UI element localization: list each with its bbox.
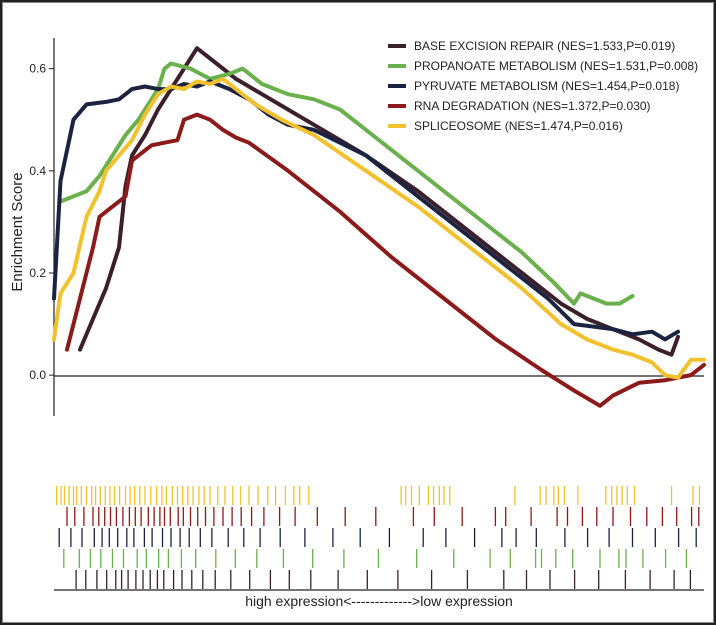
series-lines	[52, 46, 706, 408]
y-tick-label: 0.2	[29, 266, 46, 280]
y-axis-title: Enrichment Score	[9, 172, 26, 291]
axes	[53, 38, 704, 416]
legend-label: SPLICEOSOME (NES=1.474,P=0.016)	[414, 119, 623, 133]
y-ticks: 0.0 0.2 0.4 0.6	[29, 62, 54, 382]
y-tick-label: 0.4	[29, 164, 46, 178]
legend-label: PYRUVATE METABOLISM (NES=1.454,P=0.018)	[414, 79, 679, 93]
hit-marks	[55, 486, 701, 589]
series-line	[58, 61, 635, 306]
series-line	[52, 76, 706, 380]
x-axis-caption: high expression<------------->low expres…	[245, 593, 513, 609]
legend-label: BASE EXCISION REPAIR (NES=1.533,P=0.019)	[414, 39, 675, 53]
series-line	[65, 112, 706, 408]
legend-label: RNA DEGRADATION (NES=1.372,P=0.030)	[414, 99, 651, 113]
legend: BASE EXCISION REPAIR (NES=1.533,P=0.019)…	[388, 39, 698, 133]
legend-label: PROPANOATE METABOLISM (NES=1.531,P=0.008…	[414, 59, 698, 73]
series-line	[78, 46, 680, 357]
y-tick-label: 0.0	[29, 368, 46, 382]
y-tick-label: 0.6	[29, 62, 46, 76]
